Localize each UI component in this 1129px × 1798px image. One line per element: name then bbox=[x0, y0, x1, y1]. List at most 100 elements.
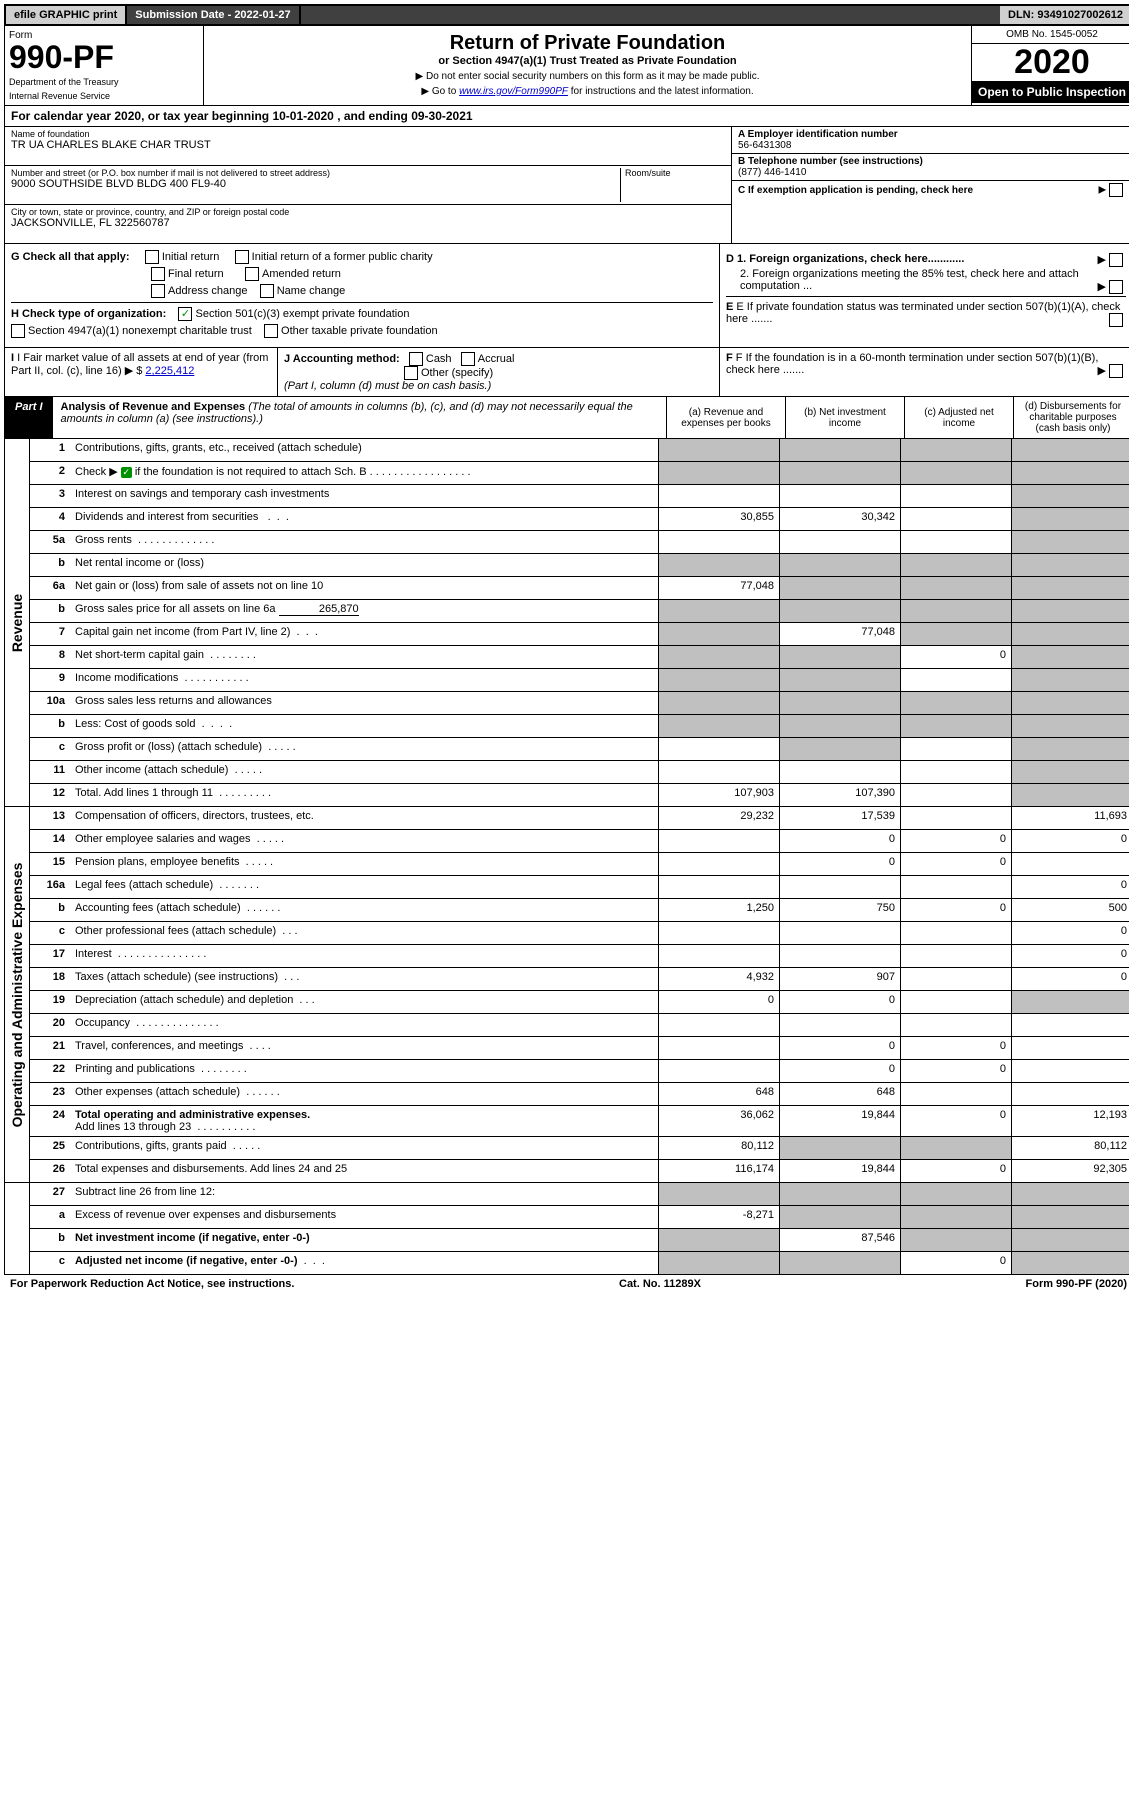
accounting-cell: J Accounting method: Cash Accrual Other … bbox=[278, 348, 720, 396]
d1-checkbox[interactable] bbox=[1109, 253, 1123, 267]
line27-side bbox=[5, 1183, 30, 1274]
j-accrual-checkbox[interactable] bbox=[461, 352, 475, 366]
line-14: 14 Other employee salaries and wages . .… bbox=[30, 830, 1129, 853]
fmv-value[interactable]: 2,225,412 bbox=[145, 365, 194, 377]
line-1: 1 Contributions, gifts, grants, etc., re… bbox=[30, 439, 1129, 462]
efile-print-label[interactable]: efile GRAPHIC print bbox=[6, 6, 127, 24]
g-h-checks-row: G Check all that apply: Initial return I… bbox=[4, 244, 1129, 348]
e-row: E E If private foundation status was ter… bbox=[726, 296, 1126, 325]
part1-title-cell: Analysis of Revenue and Expenses (The to… bbox=[53, 397, 666, 438]
line-7-desc: Capital gain net income (from Part IV, l… bbox=[70, 623, 658, 645]
cal-prefix: For calendar year 2020, or tax year begi… bbox=[11, 109, 272, 123]
header-middle: Return of Private Foundation or Section … bbox=[204, 26, 971, 105]
instr-link-line: ▶ Go to www.irs.gov/Form990PF for instru… bbox=[210, 86, 965, 97]
line-11-desc: Other income (attach schedule) . . . . . bbox=[70, 761, 658, 783]
f-label: F If the foundation is in a 60-month ter… bbox=[726, 352, 1098, 376]
h-label: H Check type of organization: bbox=[11, 308, 166, 320]
name-label: Name of foundation bbox=[11, 129, 725, 139]
line-12-desc: Total. Add lines 1 through 11 . . . . . … bbox=[70, 784, 658, 806]
line-13: 13 Compensation of officers, directors, … bbox=[30, 807, 1129, 830]
line-5b: b Net rental income or (loss) bbox=[30, 554, 1129, 577]
omb-number: OMB No. 1545-0052 bbox=[972, 26, 1129, 44]
line-3-desc: Interest on savings and temporary cash i… bbox=[70, 485, 658, 507]
revenue-section: Revenue 1 Contributions, gifts, grants, … bbox=[4, 439, 1129, 807]
f-checkbox[interactable] bbox=[1109, 364, 1123, 378]
c-label: C If exemption application is pending, c… bbox=[738, 185, 973, 196]
name-cell: Name of foundation TR UA CHARLES BLAKE C… bbox=[5, 127, 731, 166]
line-13-desc: Compensation of officers, directors, tru… bbox=[70, 807, 658, 829]
line-6b-desc: Gross sales price for all assets on line… bbox=[70, 600, 658, 622]
line-24: 24 Total operating and administrative ex… bbox=[30, 1106, 1129, 1137]
expenses-section: Operating and Administrative Expenses 13… bbox=[4, 807, 1129, 1183]
phone-label: B Telephone number (see instructions) bbox=[738, 156, 1126, 167]
line-21-desc: Travel, conferences, and meetings . . . … bbox=[70, 1037, 658, 1059]
h-check-row-2: Section 4947(a)(1) nonexempt charitable … bbox=[11, 324, 713, 338]
cal-mid: , and ending bbox=[337, 109, 411, 123]
l21-c: 0 bbox=[900, 1037, 1011, 1059]
h-501c3-checkbox[interactable]: ✓ bbox=[178, 307, 192, 321]
l17-d: 0 bbox=[1011, 945, 1129, 967]
g-initial: Initial return bbox=[162, 251, 219, 263]
l4-a: 30,855 bbox=[658, 508, 779, 530]
line-22: 22 Printing and publications . . . . . .… bbox=[30, 1060, 1129, 1083]
line-14-desc: Other employee salaries and wages . . . … bbox=[70, 830, 658, 852]
line-10c-desc: Gross profit or (loss) (attach schedule)… bbox=[70, 738, 658, 760]
g-address-checkbox[interactable] bbox=[151, 284, 165, 298]
c-checkbox[interactable] bbox=[1109, 183, 1123, 197]
page-footer: For Paperwork Reduction Act Notice, see … bbox=[4, 1275, 1129, 1293]
line-16a-desc: Legal fees (attach schedule) . . . . . .… bbox=[70, 876, 658, 898]
dln-label: DLN: 93491027002612 bbox=[1000, 6, 1129, 24]
instr2-suffix: for instructions and the latest informat… bbox=[571, 86, 754, 97]
e-checkbox[interactable] bbox=[1109, 313, 1123, 327]
line-27a: a Excess of revenue over expenses and di… bbox=[30, 1206, 1129, 1229]
g-amended-checkbox[interactable] bbox=[245, 267, 259, 281]
l13-a: 29,232 bbox=[658, 807, 779, 829]
instructions-link[interactable]: www.irs.gov/Form990PF bbox=[459, 86, 568, 97]
line-21: 21 Travel, conferences, and meetings . .… bbox=[30, 1037, 1129, 1060]
ein-cell: A Employer identification number 56-6431… bbox=[732, 127, 1129, 154]
header-left: Form 990-PF Department of the Treasury I… bbox=[5, 26, 204, 105]
foundation-city: JACKSONVILLE, FL 322560787 bbox=[11, 217, 725, 229]
cal-begin: 10-01-2020 bbox=[272, 109, 333, 123]
line-16c: c Other professional fees (attach schedu… bbox=[30, 922, 1129, 945]
h-opt3: Other taxable private foundation bbox=[281, 325, 438, 337]
fmv-accounting-row: I I Fair market value of all assets at e… bbox=[4, 348, 1129, 397]
line-18: 18 Taxes (attach schedule) (see instruct… bbox=[30, 968, 1129, 991]
revenue-side-label: Revenue bbox=[5, 439, 30, 806]
g-initial-former-checkbox[interactable] bbox=[235, 250, 249, 264]
l22-c: 0 bbox=[900, 1060, 1011, 1082]
l14-c: 0 bbox=[900, 830, 1011, 852]
j-cash-checkbox[interactable] bbox=[409, 352, 423, 366]
l18-a: 4,932 bbox=[658, 968, 779, 990]
g-initial-checkbox[interactable] bbox=[145, 250, 159, 264]
d2-checkbox[interactable] bbox=[1109, 280, 1123, 294]
line-8-desc: Net short-term capital gain . . . . . . … bbox=[70, 646, 658, 668]
h-other-checkbox[interactable] bbox=[264, 324, 278, 338]
g-final-checkbox[interactable] bbox=[151, 267, 165, 281]
city-cell: City or town, state or province, country… bbox=[5, 205, 731, 243]
line-27c-desc: Adjusted net income (if negative, enter … bbox=[70, 1252, 658, 1274]
line-5b-desc: Net rental income or (loss) bbox=[70, 554, 658, 576]
l25-a: 80,112 bbox=[658, 1137, 779, 1159]
line-17-desc: Interest . . . . . . . . . . . . . . . bbox=[70, 945, 658, 967]
open-to-public: Open to Public Inspection bbox=[972, 81, 1129, 103]
line-25-desc: Contributions, gifts, grants paid . . . … bbox=[70, 1137, 658, 1159]
top-bar-spacer bbox=[301, 6, 1000, 24]
l27c-c: 0 bbox=[900, 1252, 1011, 1274]
f-cell: F F If the foundation is in a 60-month t… bbox=[720, 348, 1129, 396]
j-accrual: Accrual bbox=[478, 353, 515, 365]
h-4947-checkbox[interactable] bbox=[11, 324, 25, 338]
l19-a: 0 bbox=[658, 991, 779, 1013]
schb-check-icon: ✓ bbox=[121, 467, 132, 478]
l25-d: 80,112 bbox=[1011, 1137, 1129, 1159]
fmv-cell: I I Fair market value of all assets at e… bbox=[5, 348, 278, 396]
j-label: J Accounting method: bbox=[284, 353, 400, 365]
g-name-checkbox[interactable] bbox=[260, 284, 274, 298]
l21-b: 0 bbox=[779, 1037, 900, 1059]
phone-value: (877) 446-1410 bbox=[738, 167, 1126, 178]
c-cell: C If exemption application is pending, c… bbox=[732, 181, 1129, 199]
form-number: 990-PF bbox=[9, 41, 199, 73]
j-other-checkbox[interactable] bbox=[404, 366, 418, 380]
line-24-desc: Total operating and administrative expen… bbox=[70, 1106, 658, 1136]
phone-cell: B Telephone number (see instructions) (8… bbox=[732, 154, 1129, 181]
